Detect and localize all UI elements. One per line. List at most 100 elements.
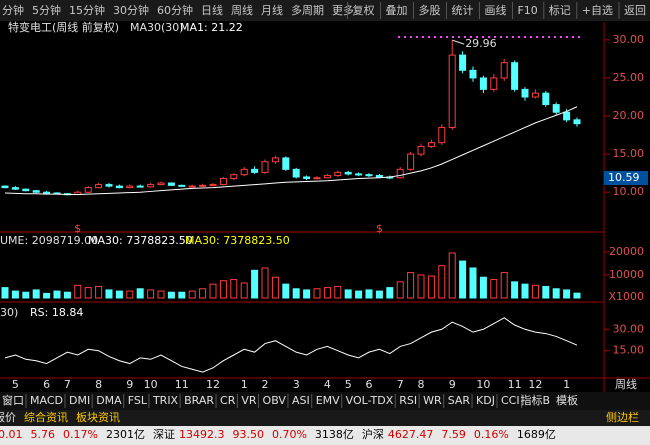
tab[interactable]: 模板 [556,393,578,407]
tab[interactable]: VR [241,394,257,407]
toolbar-button[interactable]: 多股 [418,3,440,17]
x-tick-label: 8 [95,378,102,391]
stock-name: 特变电工(周线 前复权) [8,20,119,34]
toolbar-item[interactable]: 60分钟 [157,3,193,17]
tab[interactable]: MACD [30,394,63,407]
dotted-line [434,36,436,38]
x-tick-label: 4 [324,378,331,391]
volume-bar [448,252,456,299]
status-item: 0.70% [272,428,307,441]
annotation-arrow [452,39,465,45]
tab[interactable]: DMA [96,394,122,407]
volume-bar [1,287,9,299]
volume-bar [43,292,51,299]
toolbar-item[interactable]: 多周期 [291,3,324,17]
tab[interactable]: KDJ [476,394,495,407]
status-item: 13492.3 [179,428,225,441]
tab2[interactable]: 板块资讯 [76,410,120,424]
candle-body [147,184,155,188]
tab[interactable]: 窗口 [2,393,24,407]
toolbar-button[interactable]: 画线 [484,3,506,17]
dotted-line [530,36,532,38]
volume-bar [63,291,71,299]
toolbar-button[interactable]: 叠加 [385,4,407,17]
toolbar-button[interactable]: F10 [517,4,537,17]
candle-body [199,184,207,187]
candle-body [323,174,331,179]
candle-body [531,92,539,98]
volume-bar [292,288,300,299]
candle-body [313,177,321,180]
sidebar[interactable]: 侧边栏 [606,410,639,424]
toolbar-item[interactable]: 30分钟 [113,3,149,17]
tab2[interactable]: 综合资讯 [24,410,68,424]
tab[interactable]: ASI [292,394,310,407]
dotted-line [422,36,424,38]
tab[interactable]: CR [220,394,236,407]
dotted-line [560,36,562,38]
tab[interactable]: RSI [399,394,417,407]
candle-body [22,188,30,192]
annotation: 29.96 [465,37,497,50]
candle-body [261,161,269,173]
toolbar-item[interactable]: 更多 [332,3,354,17]
toolbar-button[interactable]: 返回 [624,4,646,17]
status-item: 3138亿 [315,428,354,441]
volume-bar [167,291,175,299]
toolbar-item[interactable]: 月线 [261,3,283,17]
toolbar-button[interactable]: 复权 [352,3,374,17]
toolbar-item[interactable]: 日线 [201,3,223,17]
volume-bar [531,284,539,299]
tab[interactable]: DMI [69,394,90,407]
toolbar-button[interactable]: 统计 [451,4,473,17]
volume-bar [563,289,571,299]
x-tick-label: 6 [43,378,50,391]
status-item: 7.59 [441,428,466,441]
toolbar-button[interactable]: 标记 [549,3,571,17]
candle-body [490,77,498,90]
x-tick-label: 5 [12,378,19,391]
tab[interactable]: OBV [263,394,287,407]
price-marker-bg [604,171,648,185]
candle-body [219,177,227,186]
dotted-line [554,36,556,38]
candle-body [240,168,248,176]
candle-body [365,174,373,177]
dotted-line [452,36,454,38]
y-tick-label: 10.00 [613,185,645,198]
volume-bar [438,265,446,299]
candle-body [11,187,19,190]
dotted-line [410,36,412,38]
dotted-line [572,36,574,38]
dotted-line [476,36,478,38]
tab[interactable]: FSL [128,394,148,407]
tab[interactable]: CCI [501,394,520,407]
toolbar-item[interactable]: 15分钟 [69,3,105,17]
tab[interactable]: 指标B [520,393,550,407]
tab[interactable]: VOL-TDX [346,394,394,407]
toolbar-button[interactable]: +自选 [582,4,613,17]
candle-body [407,153,415,170]
candle-body [251,168,259,173]
x-tick-label: 7 [397,378,404,391]
tab[interactable]: SAR [448,394,471,407]
toolbar-item[interactable]: 分钟 [2,3,24,17]
tab2[interactable]: 模拟报价 [0,410,16,424]
tab[interactable]: BRAR [184,394,214,407]
rs-label: 30) [0,306,18,319]
tab[interactable]: TRIX [152,394,179,407]
x-tick-label: 8 [418,378,425,391]
volume-bar [282,283,290,299]
toolbar-bg [0,0,650,21]
tab[interactable]: EMV [316,394,340,407]
tab[interactable]: WR [423,394,442,407]
volume-bar [427,275,435,299]
toolbar-item[interactable]: 5分钟 [32,3,61,17]
candle-body [32,190,40,193]
volume-bar [303,289,311,299]
toolbar-item[interactable]: 周线 [231,3,253,17]
volume-bar [11,290,19,299]
volume-bar [219,280,227,299]
volume-bar [74,284,82,299]
